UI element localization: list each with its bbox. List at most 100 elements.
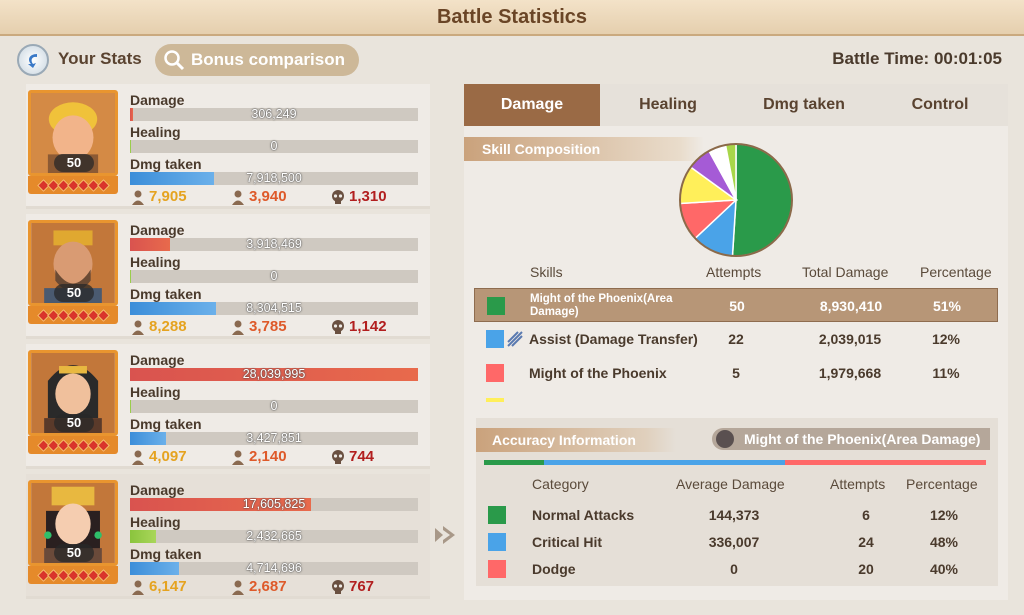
skill-attempts: 22	[728, 331, 744, 347]
skill-name: Might of the Phoenix(Area Damage)	[530, 293, 673, 318]
battle-time: Battle Time: 00:01:05	[832, 49, 1002, 68]
skill-row[interactable]: Might of the Phoenix(Area Damage) 50 8,9…	[474, 288, 998, 322]
back-button[interactable]	[17, 44, 49, 76]
dmg-taken-label: Dmg taken	[130, 286, 202, 302]
accuracy-skill-selector[interactable]: Might of the Phoenix(Area Damage)	[712, 428, 990, 450]
skill-total: 1,979,668	[818, 365, 882, 381]
average-damage: 336,007	[708, 534, 760, 550]
hero-stars	[28, 566, 118, 584]
col-attempts: Attempts	[830, 476, 886, 492]
skill-pct: 51%	[932, 298, 962, 314]
tab-bar: Damage Healing Dmg taken Control	[464, 84, 1008, 126]
skill-pct: 11%	[916, 390, 976, 402]
hero-level: 50	[54, 154, 94, 172]
skull-icon	[332, 579, 344, 594]
damage-value: 28,039,995	[242, 367, 306, 381]
troop-count: 8,288	[130, 318, 187, 335]
category-name: Dodge	[532, 561, 576, 577]
soldier-icon	[132, 320, 144, 335]
skill-total: 2,039,015	[818, 331, 882, 347]
hero-level: 50	[54, 544, 94, 562]
skull-icon	[332, 449, 344, 464]
troop-count: 7,905	[130, 188, 187, 205]
accuracy-row: Normal Attacks 144,373 6 12%	[484, 502, 994, 528]
hero-card[interactable]: 50 Damage 17,605,825 Healing 2,432,665 D…	[26, 474, 430, 599]
soldier-icon	[132, 450, 144, 465]
skill-color-swatch	[487, 297, 505, 315]
col-skills: Skills	[530, 264, 563, 280]
skill-row[interactable]: Normal Attack 20 1,872,791 11%	[474, 390, 998, 402]
healing-value: 0	[270, 139, 278, 153]
bonus-comparison-button[interactable]: Bonus comparison	[155, 44, 359, 76]
wounded-icon	[232, 450, 244, 465]
dmg-taken-bar: 3,427,851	[130, 431, 418, 445]
wounded-count: 2,687	[230, 578, 287, 595]
dmg-taken-label: Dmg taken	[130, 416, 202, 432]
healing-bar: 0	[130, 269, 418, 283]
category-swatch	[488, 560, 506, 578]
healing-label: Healing	[130, 384, 181, 400]
your-stats-label: Your Stats	[58, 49, 142, 68]
attempts: 20	[858, 561, 874, 577]
hero-stars	[28, 306, 118, 324]
skull-icon	[332, 189, 344, 204]
tab-dmg-taken[interactable]: Dmg taken	[763, 96, 845, 113]
average-damage: 144,373	[708, 507, 760, 523]
category-swatch	[488, 533, 506, 551]
dead-count: 1,310	[330, 188, 387, 205]
dmg-taken-value: 8,304,515	[246, 301, 302, 315]
dead-count: 744	[330, 448, 374, 465]
col-category: Category	[532, 476, 589, 492]
accuracy-header: Accuracy Information	[476, 428, 676, 452]
skill-composition-header: Skill Composition	[464, 137, 704, 161]
damage-value: 306,249	[251, 107, 297, 121]
hero-stars	[28, 176, 118, 194]
accuracy-panel: Accuracy Information Might of the Phoeni…	[476, 418, 998, 586]
pie-slice	[731, 143, 793, 257]
skill-name: Normal Attack	[529, 390, 623, 402]
skill-row[interactable]: Assist (Damage Transfer) 22 2,039,015 12…	[474, 322, 998, 356]
skill-pie-chart	[679, 143, 793, 257]
damage-bar: 28,039,995	[130, 367, 418, 381]
percentage: 12%	[929, 507, 959, 523]
healing-value: 0	[270, 399, 278, 413]
troop-count: 6,147	[130, 578, 187, 595]
tab-damage[interactable]: Damage	[464, 84, 600, 126]
skill-name: Assist (Damage Transfer)	[529, 331, 698, 347]
page-title: Battle Statistics	[436, 5, 588, 28]
accuracy-row: Critical Hit 336,007 24 48%	[484, 529, 994, 555]
skill-row[interactable]: Might of the Phoenix 5 1,979,668 11%	[474, 356, 998, 390]
skill-total: 1,872,791	[800, 390, 900, 402]
hero-stars	[28, 436, 118, 454]
wounded-icon	[232, 580, 244, 595]
damage-bar: 17,605,825	[130, 497, 418, 511]
damage-label: Damage	[130, 222, 185, 238]
tab-control[interactable]: Control	[911, 96, 969, 113]
detail-panel: Damage Healing Dmg taken Control Skill C…	[464, 84, 1008, 600]
healing-value: 0	[270, 269, 278, 283]
assist-icon	[507, 331, 523, 347]
hero-card[interactable]: 50 Damage 28,039,995 Healing 0 Dmg taken…	[26, 344, 430, 469]
healing-bar: 2,432,665	[130, 529, 418, 543]
healing-label: Healing	[130, 124, 181, 140]
skill-pct: 11%	[932, 365, 960, 381]
average-damage: 0	[730, 561, 738, 577]
damage-label: Damage	[130, 482, 185, 498]
skills-list: Might of the Phoenix(Area Damage) 50 8,9…	[474, 284, 998, 402]
healing-label: Healing	[130, 514, 181, 530]
damage-value: 3,918,469	[246, 237, 302, 251]
accuracy-bar	[484, 460, 986, 465]
hero-card[interactable]: 50 Damage 3,918,469 Healing 0 Dmg taken …	[26, 214, 430, 339]
bonus-comparison-label: Bonus comparison	[191, 50, 345, 69]
soldier-icon	[132, 190, 144, 205]
sword-icon	[716, 430, 734, 448]
damage-label: Damage	[130, 352, 185, 368]
wounded-icon	[232, 190, 244, 205]
tab-healing[interactable]: Healing	[639, 96, 697, 113]
skill-total: 8,930,410	[819, 298, 883, 314]
title-bar: Battle Statistics	[0, 0, 1024, 36]
accuracy-skill-name: Might of the Phoenix(Area Damage)	[744, 431, 981, 447]
dmg-taken-label: Dmg taken	[130, 546, 202, 562]
col-percentage: Percentage	[906, 476, 978, 492]
hero-card[interactable]: 50 Damage 306,249 Healing 0 Dmg taken 7,…	[26, 84, 430, 209]
